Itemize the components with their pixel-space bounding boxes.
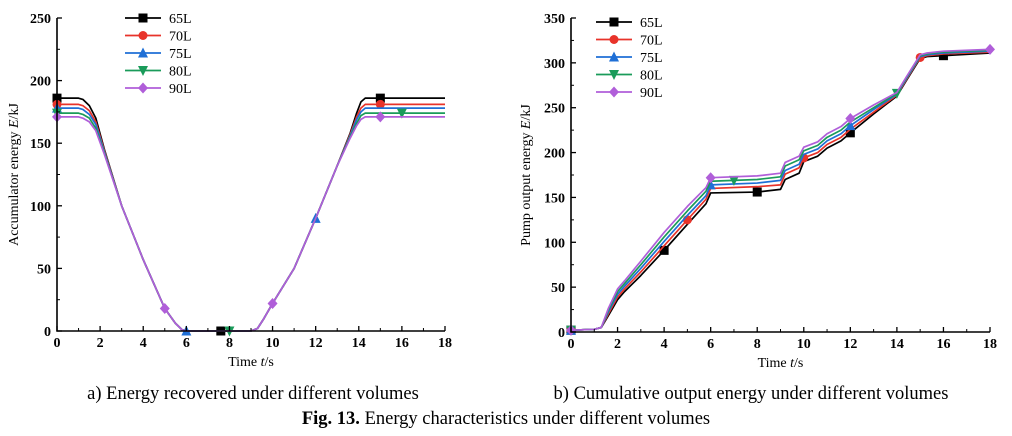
x-tick-label: 2: [614, 337, 621, 352]
series-marker-90L: [267, 297, 278, 309]
legend-label-70L: 70L: [169, 30, 192, 45]
x-tick-label: 14: [352, 336, 366, 351]
x-tick-label: 4: [661, 337, 668, 352]
legend-marker-75L: [138, 47, 148, 58]
y-tick-label: 150: [544, 191, 565, 206]
series-marker-65L: [375, 93, 385, 103]
series-marker-65L: [938, 51, 948, 61]
x-tick-label: 2: [97, 336, 104, 351]
series-line-80L: [570, 49, 991, 332]
chart-b: 0 2 4 6 8 10 12 14 16 18 0 50 100 150 200 250 300 350 Time…: [519, 12, 997, 371]
legend-label-90L: 90L: [169, 82, 192, 97]
y-tick-label: 250: [30, 12, 51, 27]
y-tick-label: 200: [30, 75, 51, 90]
legend-marker-80L: [609, 70, 619, 80]
series-line-70L: [570, 51, 991, 332]
legend-marker-90L: [138, 82, 148, 94]
y-axis-label: Pump output energy E/kJ: [519, 104, 534, 246]
x-tick-label: 8: [754, 337, 761, 352]
series-line-75L: [57, 107, 445, 332]
series-line-80L: [57, 112, 445, 332]
series-marker-65L: [659, 245, 669, 255]
y-tick-label: 350: [544, 12, 565, 27]
series-line-75L: [570, 50, 991, 332]
x-tick-label: 10: [797, 337, 811, 352]
x-tick-label: 6: [707, 337, 714, 352]
legend-marker-70L: [609, 35, 619, 44]
series-line-70L: [57, 103, 445, 332]
series-line-65L: [57, 97, 445, 332]
series-group: [566, 43, 995, 336]
series-marker-65L: [752, 187, 762, 197]
series-line-65L: [570, 52, 991, 332]
y-tick-label: 100: [544, 236, 565, 251]
y-tick-label: 200: [544, 147, 565, 162]
y-tick-label: 50: [551, 281, 565, 296]
legend-label-70L: 70L: [640, 34, 663, 49]
series-marker-90L: [375, 111, 386, 123]
x-tick-label: 0: [568, 337, 575, 352]
x-tick-label: 0: [54, 336, 61, 351]
legend-label-80L: 80L: [169, 65, 192, 80]
x-tick-label: 8: [226, 336, 233, 351]
x-tick-label: 12: [843, 337, 857, 352]
x-tick-label: 16: [936, 337, 950, 352]
y-tick-label: 150: [30, 137, 51, 152]
series-marker-80L: [396, 108, 407, 119]
legend-label-75L: 75L: [640, 51, 663, 66]
y-axis-label: Accumulator energy E/kJ: [7, 103, 22, 246]
legend-label-90L: 90L: [640, 86, 663, 101]
legend-marker-70L: [138, 31, 148, 40]
subcaption-b: b) Cumulative output energy under differ…: [553, 384, 949, 404]
series-line-90L: [570, 48, 991, 332]
legend-label-65L: 65L: [169, 12, 192, 27]
x-tick-label: 6: [183, 336, 190, 351]
figure-caption: Fig. 13. Energy characteristics under di…: [0, 409, 1012, 430]
legend-marker-65L: [609, 17, 619, 27]
legend-marker-75L: [609, 51, 619, 62]
series-marker-80L: [728, 175, 739, 186]
subcaption-a: a) Energy recovered under different volu…: [87, 384, 419, 404]
legend: 65L 70L 75L 80L 90L: [596, 16, 663, 101]
figure-caption-text: Energy characteristics under different v…: [359, 409, 711, 429]
legend-label-75L: 75L: [169, 47, 192, 62]
legend-label-65L: 65L: [640, 16, 663, 31]
x-tick-label: 16: [395, 336, 409, 351]
x-axis-label: Time t/s: [228, 355, 274, 370]
series-marker-90L: [159, 302, 170, 314]
legend-marker-65L: [138, 13, 148, 23]
series-marker-70L: [375, 99, 385, 109]
y-tick-label: 0: [44, 325, 51, 340]
y-tick-label: 300: [544, 57, 565, 72]
series-marker-90L: [985, 43, 995, 55]
series-marker-90L: [705, 172, 716, 184]
x-axis-label: Time t/s: [758, 356, 804, 371]
figure-caption-label: Fig. 13.: [301, 409, 360, 429]
axes-frame: [56, 18, 445, 332]
x-tick-label: 18: [438, 336, 452, 351]
series-line-90L: [57, 116, 445, 332]
legend-marker-90L: [609, 86, 619, 98]
series-marker-75L: [845, 120, 856, 131]
x-tick-label: 14: [890, 337, 904, 352]
series-group: [52, 93, 445, 337]
chart-a: 0 2 4 6 8 10 12 14 16 18 0 50 100 150 200 250 Time t/s Ac…: [7, 12, 452, 370]
legend-marker-80L: [138, 66, 148, 76]
y-tick-label: 250: [544, 102, 565, 117]
y-tick-label: 100: [30, 200, 51, 215]
x-tick-label: 12: [309, 336, 323, 351]
legend-label-80L: 80L: [640, 69, 663, 84]
series-marker-90L: [845, 112, 856, 124]
y-tick-label: 50: [37, 262, 51, 277]
series-marker-80L: [891, 88, 902, 99]
x-tick-label: 10: [266, 336, 280, 351]
x-tick-label: 18: [983, 337, 997, 352]
x-tick-label: 4: [140, 336, 147, 351]
y-tick-label: 0: [558, 326, 565, 341]
legend: 65L 70L 75L 80L 90L: [125, 12, 192, 97]
series-marker-65L: [845, 128, 855, 138]
